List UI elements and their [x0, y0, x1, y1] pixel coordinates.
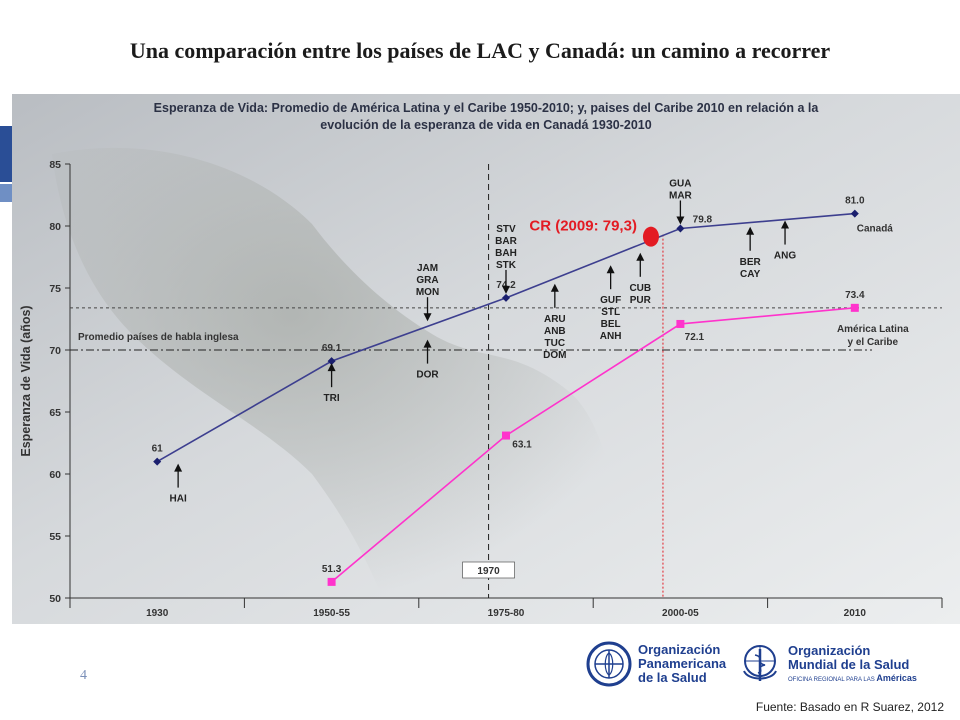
lac-point — [327, 577, 336, 586]
country-code-label: PUR — [630, 295, 652, 306]
annotation-arrowhead — [636, 252, 645, 261]
lac-point — [676, 319, 685, 328]
country-code-label: ARU — [544, 314, 566, 325]
y-tick-label: 50 — [49, 593, 61, 605]
y-tick-label: 80 — [49, 221, 61, 233]
side-accent-bar-light — [0, 184, 12, 202]
slide-title: Una comparación entre los países de LAC … — [129, 38, 831, 63]
y-tick-label: 65 — [49, 407, 61, 419]
source-citation: Fuente: Basado en R Suarez, 2012 — [755, 700, 944, 714]
annotation-arrowhead — [327, 363, 336, 372]
year-1970-box — [462, 561, 515, 579]
country-code-label: CUB — [629, 283, 651, 294]
annotation-arrowhead — [502, 285, 510, 294]
country-code-label: GUF — [600, 295, 621, 306]
annotation-arrowhead — [423, 313, 432, 322]
canada-point — [850, 209, 859, 218]
who-region-label: OFICINA REGIONAL PARA LAS — [788, 677, 875, 683]
annotation-arrowhead — [746, 226, 755, 235]
y-tick-label: 85 — [49, 159, 61, 171]
legend-canada: Canadá — [857, 224, 894, 235]
x-tick-label: 2010 — [844, 608, 867, 619]
country-code-label: TUC — [545, 338, 566, 349]
country-code-label: MAR — [669, 190, 693, 201]
y-tick-label: 75 — [49, 283, 61, 295]
cr-highlight-label: CR (2009: 79,3) — [529, 218, 637, 235]
series-line-lac — [331, 307, 855, 583]
legend-lac-line1: América Latina — [837, 324, 909, 335]
country-code-label: STL — [601, 307, 620, 318]
country-code-label: CAY — [740, 269, 761, 280]
page-number: 4 — [80, 668, 87, 683]
year-1970-label: 1970 — [477, 566, 500, 577]
country-code-label: MON — [416, 287, 439, 298]
life-expectancy-chart: Esperanza de Vida: Promedio de América L… — [12, 94, 960, 624]
y-tick-label: 55 — [49, 531, 61, 543]
country-code-label: BAH — [495, 248, 517, 259]
paho-emblem-icon — [586, 641, 632, 687]
y-axis-label: Esperanza de Vida (años) — [19, 305, 33, 456]
data-label: 72.1 — [685, 332, 705, 343]
canada-point — [327, 357, 336, 366]
y-tick-label: 70 — [49, 345, 61, 357]
annotation-arrowhead — [550, 283, 559, 292]
paho-name-line3: de la Salud — [638, 670, 707, 685]
country-code-label: DOM — [543, 350, 566, 361]
x-tick-label: 1975-80 — [488, 608, 525, 619]
paho-logo: Organización Panamericana de la Salud — [586, 636, 726, 692]
who-name-line2: Mundial de la Salud — [788, 657, 910, 672]
country-code-label: HAI — [170, 494, 187, 505]
country-code-label: ANG — [774, 251, 796, 262]
who-logo: Organización Mundial de la Salud OFICINA… — [738, 636, 917, 692]
data-label: 79.8 — [693, 214, 713, 225]
cr-highlight-marker — [642, 226, 659, 247]
who-emblem-icon — [743, 645, 777, 681]
data-label: 81.0 — [845, 196, 865, 207]
paho-name-line1: Organización — [638, 642, 721, 657]
country-code-label: JAM — [417, 263, 438, 274]
country-code-label: BEL — [601, 319, 621, 330]
side-accent-bar — [0, 126, 12, 182]
map-landmass-shape — [52, 147, 652, 624]
x-tick-label: 1950-55 — [313, 608, 350, 619]
country-code-label: GUA — [669, 178, 691, 189]
y-tick-label: 60 — [49, 469, 61, 481]
annotation-arrowhead — [423, 339, 432, 348]
country-code-label: BAR — [495, 236, 517, 247]
canada-point — [676, 224, 685, 233]
who-name-line1: Organización — [788, 643, 871, 658]
data-label: 69.1 — [322, 343, 342, 354]
canada-point — [153, 457, 162, 466]
country-code-label: GRA — [416, 275, 438, 286]
annotation-arrowhead — [606, 265, 615, 274]
x-tick-label: 1930 — [146, 608, 169, 619]
country-code-label: DOR — [416, 370, 439, 381]
chart-title-line1: Esperanza de Vida: Promedio de América L… — [154, 101, 820, 115]
x-tick-label: 2000-05 — [662, 608, 699, 619]
country-code-label: ANB — [544, 326, 566, 337]
paho-name-line2: Panamericana — [638, 656, 727, 671]
english-avg-reference-label: Promedio países de habla inglesa — [78, 332, 239, 343]
data-label: 61 — [152, 444, 164, 455]
lac-point — [850, 303, 859, 312]
annotation-arrowhead — [676, 216, 685, 225]
country-code-label: STV — [496, 224, 516, 235]
chart-panel: Esperanza de Vida: Promedio de América L… — [12, 94, 960, 624]
country-code-label: BER — [740, 257, 762, 268]
canada-point — [502, 293, 510, 302]
legend-lac-line2: y el Caribe — [848, 337, 899, 348]
country-code-label: ANH — [600, 331, 622, 342]
who-region-name: Américas — [876, 673, 917, 683]
annotation-arrowhead — [174, 463, 183, 472]
data-label: 63.1 — [512, 440, 532, 451]
country-code-label: TRI — [324, 393, 340, 404]
chart-title-line2: evolución de la esperanza de vida en Can… — [320, 118, 651, 132]
data-label: 51.3 — [322, 564, 342, 575]
data-label: 73.4 — [845, 290, 865, 301]
lac-point — [502, 431, 510, 440]
country-code-label: STK — [496, 260, 517, 271]
annotation-arrowhead — [781, 220, 790, 229]
